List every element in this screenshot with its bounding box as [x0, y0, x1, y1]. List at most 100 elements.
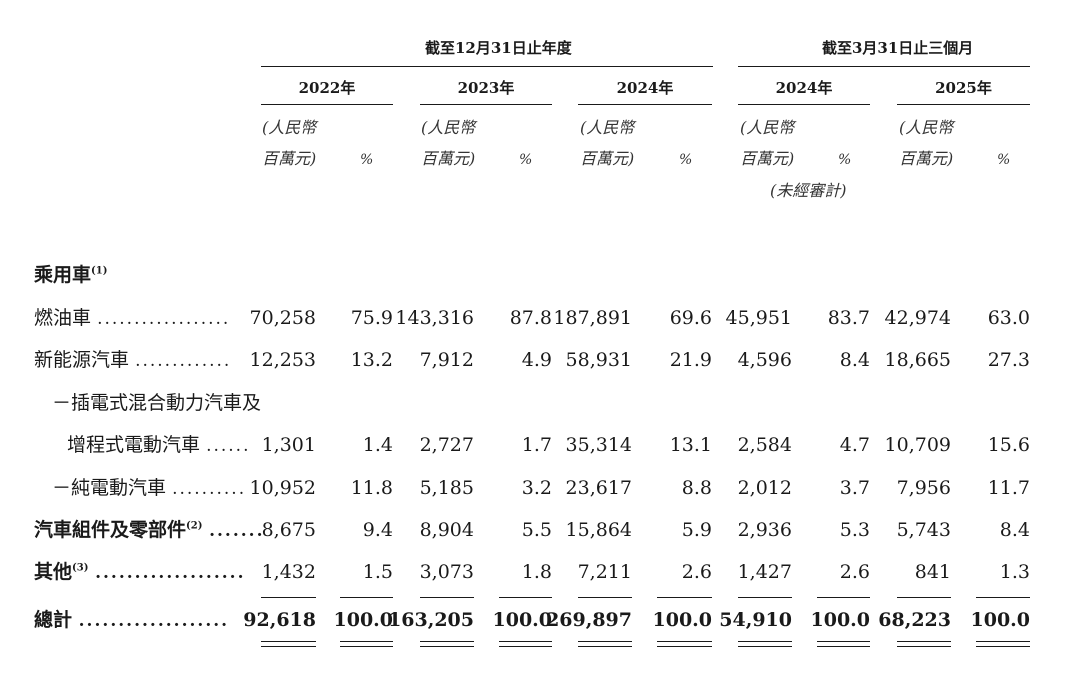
percent-cell: 27.3	[987, 349, 1030, 371]
amount-cell: 7,956	[896, 477, 951, 499]
amount-cell: 8,904	[419, 519, 474, 541]
percent-cell: 2.6	[681, 561, 712, 583]
year-rule-2022	[261, 104, 393, 105]
year-2023: 2023年	[457, 79, 515, 97]
amount-cell: 187,891	[553, 307, 632, 329]
row-dot-leader: .......	[209, 521, 265, 541]
total-double-rule	[976, 641, 1030, 642]
amount-cell: 12,253	[249, 349, 316, 371]
amount-cell: 68,223	[878, 609, 951, 631]
amount-cell: 7,912	[419, 349, 474, 371]
pct-label-2024: %	[679, 152, 693, 168]
percent-cell: 3.2	[521, 477, 552, 499]
unit-label-2024q-l1: (人民幣	[740, 118, 795, 137]
row-label: 燃油車 ..................	[34, 309, 230, 328]
amount-cell: 58,931	[565, 349, 632, 371]
amount-cell: 2,727	[419, 434, 474, 456]
amount-cell: 70,258	[249, 307, 316, 329]
total-double-rule	[261, 646, 316, 647]
row-label-text: 總計	[34, 609, 73, 631]
subtotal-rule-c4	[499, 597, 552, 598]
amount-cell: 1,432	[261, 561, 316, 583]
row-label: 其他(3) ...................	[34, 563, 246, 582]
amount-cell: 3,073	[419, 561, 474, 583]
row-label-text: －純電動汽車	[52, 477, 167, 499]
amount-cell: 10,709	[884, 434, 951, 456]
row-label: 新能源汽車 .............	[34, 351, 231, 370]
percent-cell: 8.4	[999, 519, 1030, 541]
total-double-rule	[657, 646, 712, 647]
year-2022: 2022年	[298, 79, 356, 97]
percent-cell: 13.1	[669, 434, 712, 456]
amount-cell: 54,910	[719, 609, 792, 631]
row-label: 增程式電動汽車 ......	[67, 436, 251, 455]
percent-cell: 1.4	[362, 434, 393, 456]
year-rule-2025-q1	[897, 104, 1030, 105]
percent-cell: 100.0	[810, 609, 871, 631]
pct-label-2022: %	[360, 152, 374, 168]
row-dot-leader: ...................	[78, 611, 230, 631]
row-label-note: (3)	[72, 562, 89, 574]
amount-cell: 1,301	[261, 434, 316, 456]
percent-cell: 100.0	[333, 609, 394, 631]
amount-cell: 42,974	[884, 307, 951, 329]
amount-cell: 4,596	[737, 349, 792, 371]
amount-cell: 23,617	[565, 477, 632, 499]
percent-cell: 69.6	[669, 307, 712, 329]
header-annual-period: 截至12月31日止年度	[425, 39, 572, 57]
percent-cell: 5.3	[839, 519, 870, 541]
total-double-rule	[897, 646, 951, 647]
year-rule-2024-q1	[738, 104, 870, 105]
amount-cell: 92,618	[243, 609, 316, 631]
section-title-note: (1)	[91, 265, 108, 277]
percent-cell: 11.8	[350, 477, 393, 499]
percent-cell: 15.6	[987, 434, 1030, 456]
subtotal-rule-c8	[817, 597, 870, 598]
unit-label-2024-l2: 百萬元)	[580, 149, 635, 168]
total-double-rule	[897, 641, 951, 642]
row-label-text: 增程式電動汽車	[67, 434, 201, 456]
percent-cell: 5.5	[521, 519, 552, 541]
total-double-rule	[420, 646, 474, 647]
amount-cell: 5,743	[896, 519, 951, 541]
percent-cell: 1.5	[362, 561, 393, 583]
row-dot-leader: .............	[135, 351, 232, 371]
percent-cell: 9.4	[362, 519, 393, 541]
total-double-rule	[738, 641, 792, 642]
unaudited-label: (未經審計)	[770, 181, 847, 200]
row-label-text: 燃油車	[34, 307, 92, 329]
percent-cell: 13.2	[350, 349, 393, 371]
subtotal-rule-c10	[976, 597, 1030, 598]
percent-cell: 100.0	[970, 609, 1031, 631]
row-label-text: 新能源汽車	[34, 349, 130, 371]
amount-cell: 1,427	[737, 561, 792, 583]
unit-label-2023-l1: (人民幣	[421, 118, 476, 137]
row-label: －插電式混合動力汽車及	[52, 394, 261, 413]
percent-cell: 21.9	[669, 349, 712, 371]
total-double-rule	[578, 641, 632, 642]
row-label-note: (2)	[186, 520, 203, 532]
unit-label-2022-l1: (人民幣	[262, 118, 317, 137]
total-double-rule	[340, 641, 393, 642]
total-double-rule	[817, 641, 870, 642]
header-quarter-rule	[738, 66, 1030, 67]
amount-cell: 7,211	[577, 561, 632, 583]
subtotal-rule-c6	[657, 597, 712, 598]
section-title: 乘用車(1)	[34, 266, 107, 285]
amount-cell: 2,584	[737, 434, 792, 456]
amount-cell: 8,675	[261, 519, 316, 541]
percent-cell: 100.0	[492, 609, 553, 631]
year-2024-q1: 2024年	[775, 79, 833, 97]
section-title-text: 乘用車	[34, 264, 92, 286]
percent-cell: 83.7	[827, 307, 870, 329]
amount-cell: 35,314	[565, 434, 632, 456]
amount-cell: 5,185	[419, 477, 474, 499]
header-annual-rule	[261, 66, 713, 67]
total-double-rule	[738, 646, 792, 647]
subtotal-rule-c5	[578, 597, 632, 598]
amount-cell: 2,936	[737, 519, 792, 541]
subtotal-rule-c2	[340, 597, 393, 598]
total-double-rule	[499, 646, 552, 647]
percent-cell: 1.8	[521, 561, 552, 583]
row-dot-leader: ..........	[172, 479, 247, 499]
